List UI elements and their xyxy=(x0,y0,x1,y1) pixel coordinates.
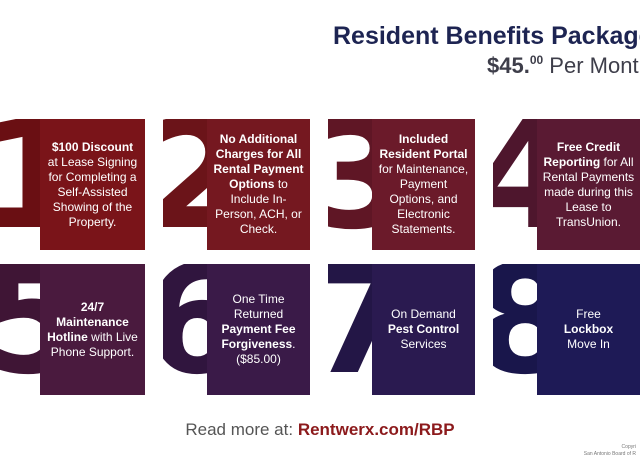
benefit-tile-7: 7 On Demand Pest Control Services xyxy=(328,264,475,395)
footer-link[interactable]: Rentwerx.com/RBP xyxy=(297,420,455,439)
tile-text: Free Credit Reporting for All Rental Pay… xyxy=(537,119,640,250)
tile-highlight: Lockbox xyxy=(563,322,614,336)
tile-text: No Additional Charges for All Rental Pay… xyxy=(207,119,310,250)
tile-text: $100 Discount at Lease Signing for Comple… xyxy=(40,119,145,250)
tile-description: for Maintenance, Payment Options, and El… xyxy=(378,162,469,236)
copyright-line-1: Copyri xyxy=(621,444,636,450)
tile-highlight: $100 Discount xyxy=(51,139,134,154)
tile-highlight: Payment Fee Forgiveness xyxy=(221,322,296,351)
tile-description: to Include In-Person, ACH, or Check. xyxy=(215,177,302,236)
tile-highlight: Included Resident Portal xyxy=(379,132,468,161)
tile-description: Move In xyxy=(567,337,610,351)
benefit-tile-3: 3 Included Resident Portal for Maintenanc… xyxy=(328,119,475,250)
tile-text: 24/7 Maintenance Hotline with Live Phone… xyxy=(40,264,145,395)
tile-text: Free Lockbox Move In xyxy=(537,264,640,395)
tile-prefix: One Time Returned xyxy=(232,292,285,321)
tile-description: for All Rental Payments made during this… xyxy=(542,154,635,229)
tile-highlight: Free Credit Reporting xyxy=(543,139,621,169)
price-suffix: Per Month xyxy=(549,53,640,78)
tile-text: One Time Returned Payment Fee Forgiveness… xyxy=(207,264,310,395)
tile-description: with Live Phone Support. xyxy=(50,329,138,359)
benefit-tile-6: 6 One Time Returned Payment Fee Forgivene… xyxy=(163,264,310,395)
tile-description: Services xyxy=(400,337,447,351)
benefit-tile-4: 4 Free Credit Reporting for All Rental P… xyxy=(493,119,640,250)
price-cents: 00 xyxy=(529,53,544,67)
footer-prefix: Read more at: xyxy=(185,420,298,439)
benefit-tile-5: 5 24/7 Maintenance Hotline with Live Pho… xyxy=(0,264,145,395)
tile-text: On Demand Pest Control Services xyxy=(372,264,475,395)
copyright-notice: Copyri San Antonio Board of R xyxy=(584,444,636,458)
tile-description: at Lease Signing for Completing a Self-A… xyxy=(47,154,138,229)
tile-highlight: 24/7 Maintenance Hotline xyxy=(47,299,129,344)
copyright-line-2: San Antonio Board of R xyxy=(583,451,636,457)
benefit-tile-2: 2 No Additional Charges for All Rental P… xyxy=(163,119,310,250)
benefit-tile-8: 8 Free Lockbox Move In xyxy=(493,264,640,395)
price: $45.00 Per Month xyxy=(487,53,640,79)
footer: Read more at: Rentwerx.com/RBP xyxy=(0,420,640,440)
tile-description: . ($85.00) xyxy=(236,337,296,366)
tile-highlight: No Additional Charges for All Rental Pay… xyxy=(213,132,304,191)
tile-prefix: Free xyxy=(576,307,601,321)
tile-text: Included Resident Portal for Maintenance,… xyxy=(372,119,475,250)
page-title: Resident Benefits Package xyxy=(333,22,640,50)
tile-prefix: On Demand xyxy=(391,307,456,321)
price-amount: $45. xyxy=(487,53,530,78)
tile-highlight: Pest Control xyxy=(387,322,460,336)
